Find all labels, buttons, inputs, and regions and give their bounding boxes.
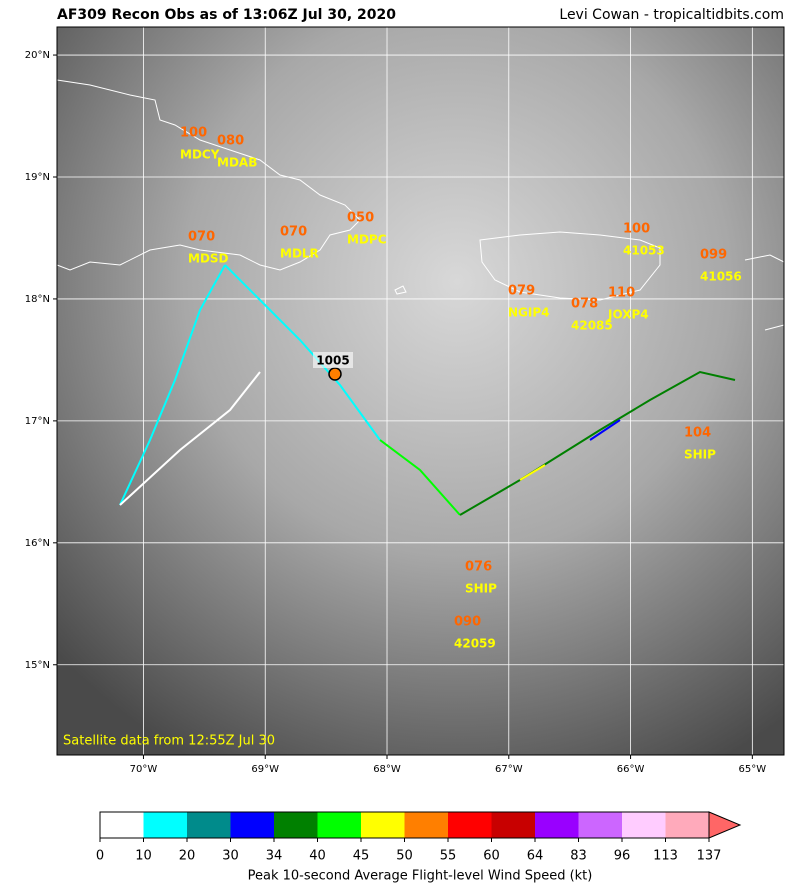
y-tick-label: 19°N: [25, 172, 50, 183]
colorbar-bin: [317, 812, 361, 838]
map: 1005 Satellite data from 12:55Z Jul 30 1…: [56, 26, 785, 756]
x-tick-label: 69°W: [251, 764, 279, 775]
station-wind: 080: [217, 134, 244, 149]
colorbar-tick-label: 64: [527, 849, 544, 864]
satellite-image: [57, 27, 784, 755]
colorbar-bin: [448, 812, 492, 838]
map-frame: [56, 26, 785, 756]
y-tick-label: 20°N: [25, 50, 50, 61]
station-wind: 070: [188, 230, 215, 245]
flight-track: [119, 264, 736, 516]
storm-center: [328, 367, 342, 381]
station-name: SHIP: [684, 448, 716, 462]
station-wind: 079: [508, 284, 535, 299]
station-name: MDCY: [180, 148, 220, 162]
center-pressure: 1005: [316, 354, 349, 368]
y-tick-label: 16°N: [25, 538, 50, 549]
y-tick-label: 15°N: [25, 660, 50, 671]
station-name: SHIP: [465, 582, 497, 596]
x-tick-label: 65°W: [739, 764, 767, 775]
station-wind: 099: [700, 248, 727, 263]
station-wind: 070: [280, 225, 307, 240]
colorbar-tick-label: 34: [266, 849, 283, 864]
x-tick-label: 70°W: [130, 764, 158, 775]
pressure-box: [313, 352, 353, 368]
station-name: 42085: [571, 319, 613, 333]
colorbar-bin: [187, 812, 231, 838]
colorbar-tick-label: 45: [353, 849, 370, 864]
colorbar-bin: [665, 812, 709, 838]
station-name: NGIP4: [508, 306, 550, 320]
colorbar-tick-label: 20: [179, 849, 196, 864]
colorbar-bin: [361, 812, 405, 838]
colorbar-tick-label: 83: [570, 849, 587, 864]
station-wind: 076: [465, 560, 492, 575]
colorbar-extension: [708, 811, 742, 839]
station-wind: 110: [608, 286, 635, 301]
colorbar-bin: [491, 812, 535, 838]
colorbar-bin: [230, 812, 274, 838]
coastlines: [56, 79, 785, 331]
station-name: MDAB: [217, 156, 257, 170]
colorbar-bin: [274, 812, 318, 838]
station-name: MDPC: [347, 233, 387, 247]
colorbar-bin: [100, 812, 144, 838]
station-wind: 100: [623, 222, 650, 237]
y-tick-label: 17°N: [25, 416, 50, 427]
colorbar-tick-label: 30: [222, 849, 239, 864]
colorbar-tick-label: 137: [697, 849, 722, 864]
colorbar-tick-label: 10: [135, 849, 152, 864]
station-name: JOXP4: [607, 308, 649, 322]
station-wind: 100: [180, 126, 207, 141]
colorbar-bin: [622, 812, 666, 838]
colorbar-bin: [404, 812, 448, 838]
colorbar-tick-label: 113: [653, 849, 678, 864]
colorbar-tick-label: 0: [96, 849, 104, 864]
colorbar-bin: [578, 812, 622, 838]
colorbar-tick-label: 96: [614, 849, 631, 864]
station-name: 41056: [700, 270, 742, 284]
colorbar-tick-label: 40: [309, 849, 326, 864]
station-wind: 090: [454, 615, 481, 630]
station-name: MDLR: [280, 247, 319, 261]
colorbar: 0 10 20 30 34 40 45 50 55 60 64 83 96 113 137: [96, 811, 742, 864]
title: AF309 Recon Obs as of 13:06Z Jul 30, 202…: [57, 7, 396, 23]
station-name: 42059: [454, 637, 496, 651]
x-tick-label: 66°W: [617, 764, 645, 775]
satellite-note: Satellite data from 12:55Z Jul 30: [63, 734, 275, 749]
credit: Levi Cowan - tropicaltidbits.com: [559, 7, 784, 23]
x-tick-label: 67°W: [495, 764, 523, 775]
colorbar-label: Peak 10-second Average Flight-level Wind…: [248, 869, 593, 884]
colorbar-bin: [535, 812, 579, 838]
station-name: 41053: [623, 244, 665, 258]
station-name: MDSD: [188, 252, 229, 266]
y-tick-label: 18°N: [25, 294, 50, 305]
station-wind: 104: [684, 426, 711, 441]
x-tick-label: 68°W: [373, 764, 401, 775]
station-wind: 078: [571, 297, 598, 312]
colorbar-bin: [143, 812, 187, 838]
colorbar-tick-label: 50: [396, 849, 413, 864]
colorbar-tick-label: 60: [483, 849, 500, 864]
station-wind: 050: [347, 211, 374, 226]
colorbar-tick-label: 55: [440, 849, 457, 864]
